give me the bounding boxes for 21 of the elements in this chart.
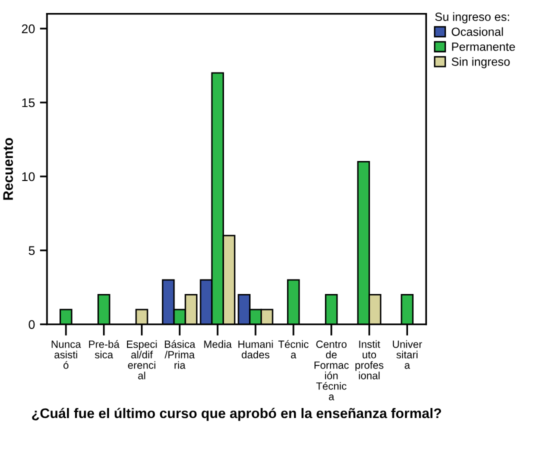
x-tick-label: Técnica	[278, 340, 308, 358]
legend-label: Permanente	[452, 42, 515, 51]
x-axis-title: ¿Cuál fue el último curso que aprobó en la enseñanza formal?	[32, 408, 442, 421]
y-axis-title: Recuento	[3, 138, 13, 200]
y-tick-label: 5	[28, 246, 35, 256]
y-tick-label: 15	[22, 98, 35, 108]
x-tick-label: Centro de Formación Técnica	[314, 340, 349, 400]
x-tick-label: Humanidades	[238, 340, 273, 358]
legend-label: Sin ingreso	[452, 57, 510, 68]
x-tick-label: Pre-básica	[89, 340, 120, 358]
x-tick-label: Básica/Primaria	[164, 340, 196, 369]
legend-label: Ocasional	[452, 27, 503, 36]
x-tick-label: Media	[204, 340, 232, 348]
x-tick-label: Instituto profesional	[355, 340, 384, 380]
x-tick-label: Especial/diferencial	[127, 340, 157, 380]
y-tick-label: 0	[28, 320, 35, 329]
x-tick-label: Universitaria	[392, 340, 422, 369]
y-tick-label: 20	[22, 24, 35, 34]
legend-title: Su ingreso es:	[435, 12, 510, 24]
y-tick-label: 10	[22, 172, 35, 182]
x-tick-label: Nunca asistió	[52, 340, 82, 369]
